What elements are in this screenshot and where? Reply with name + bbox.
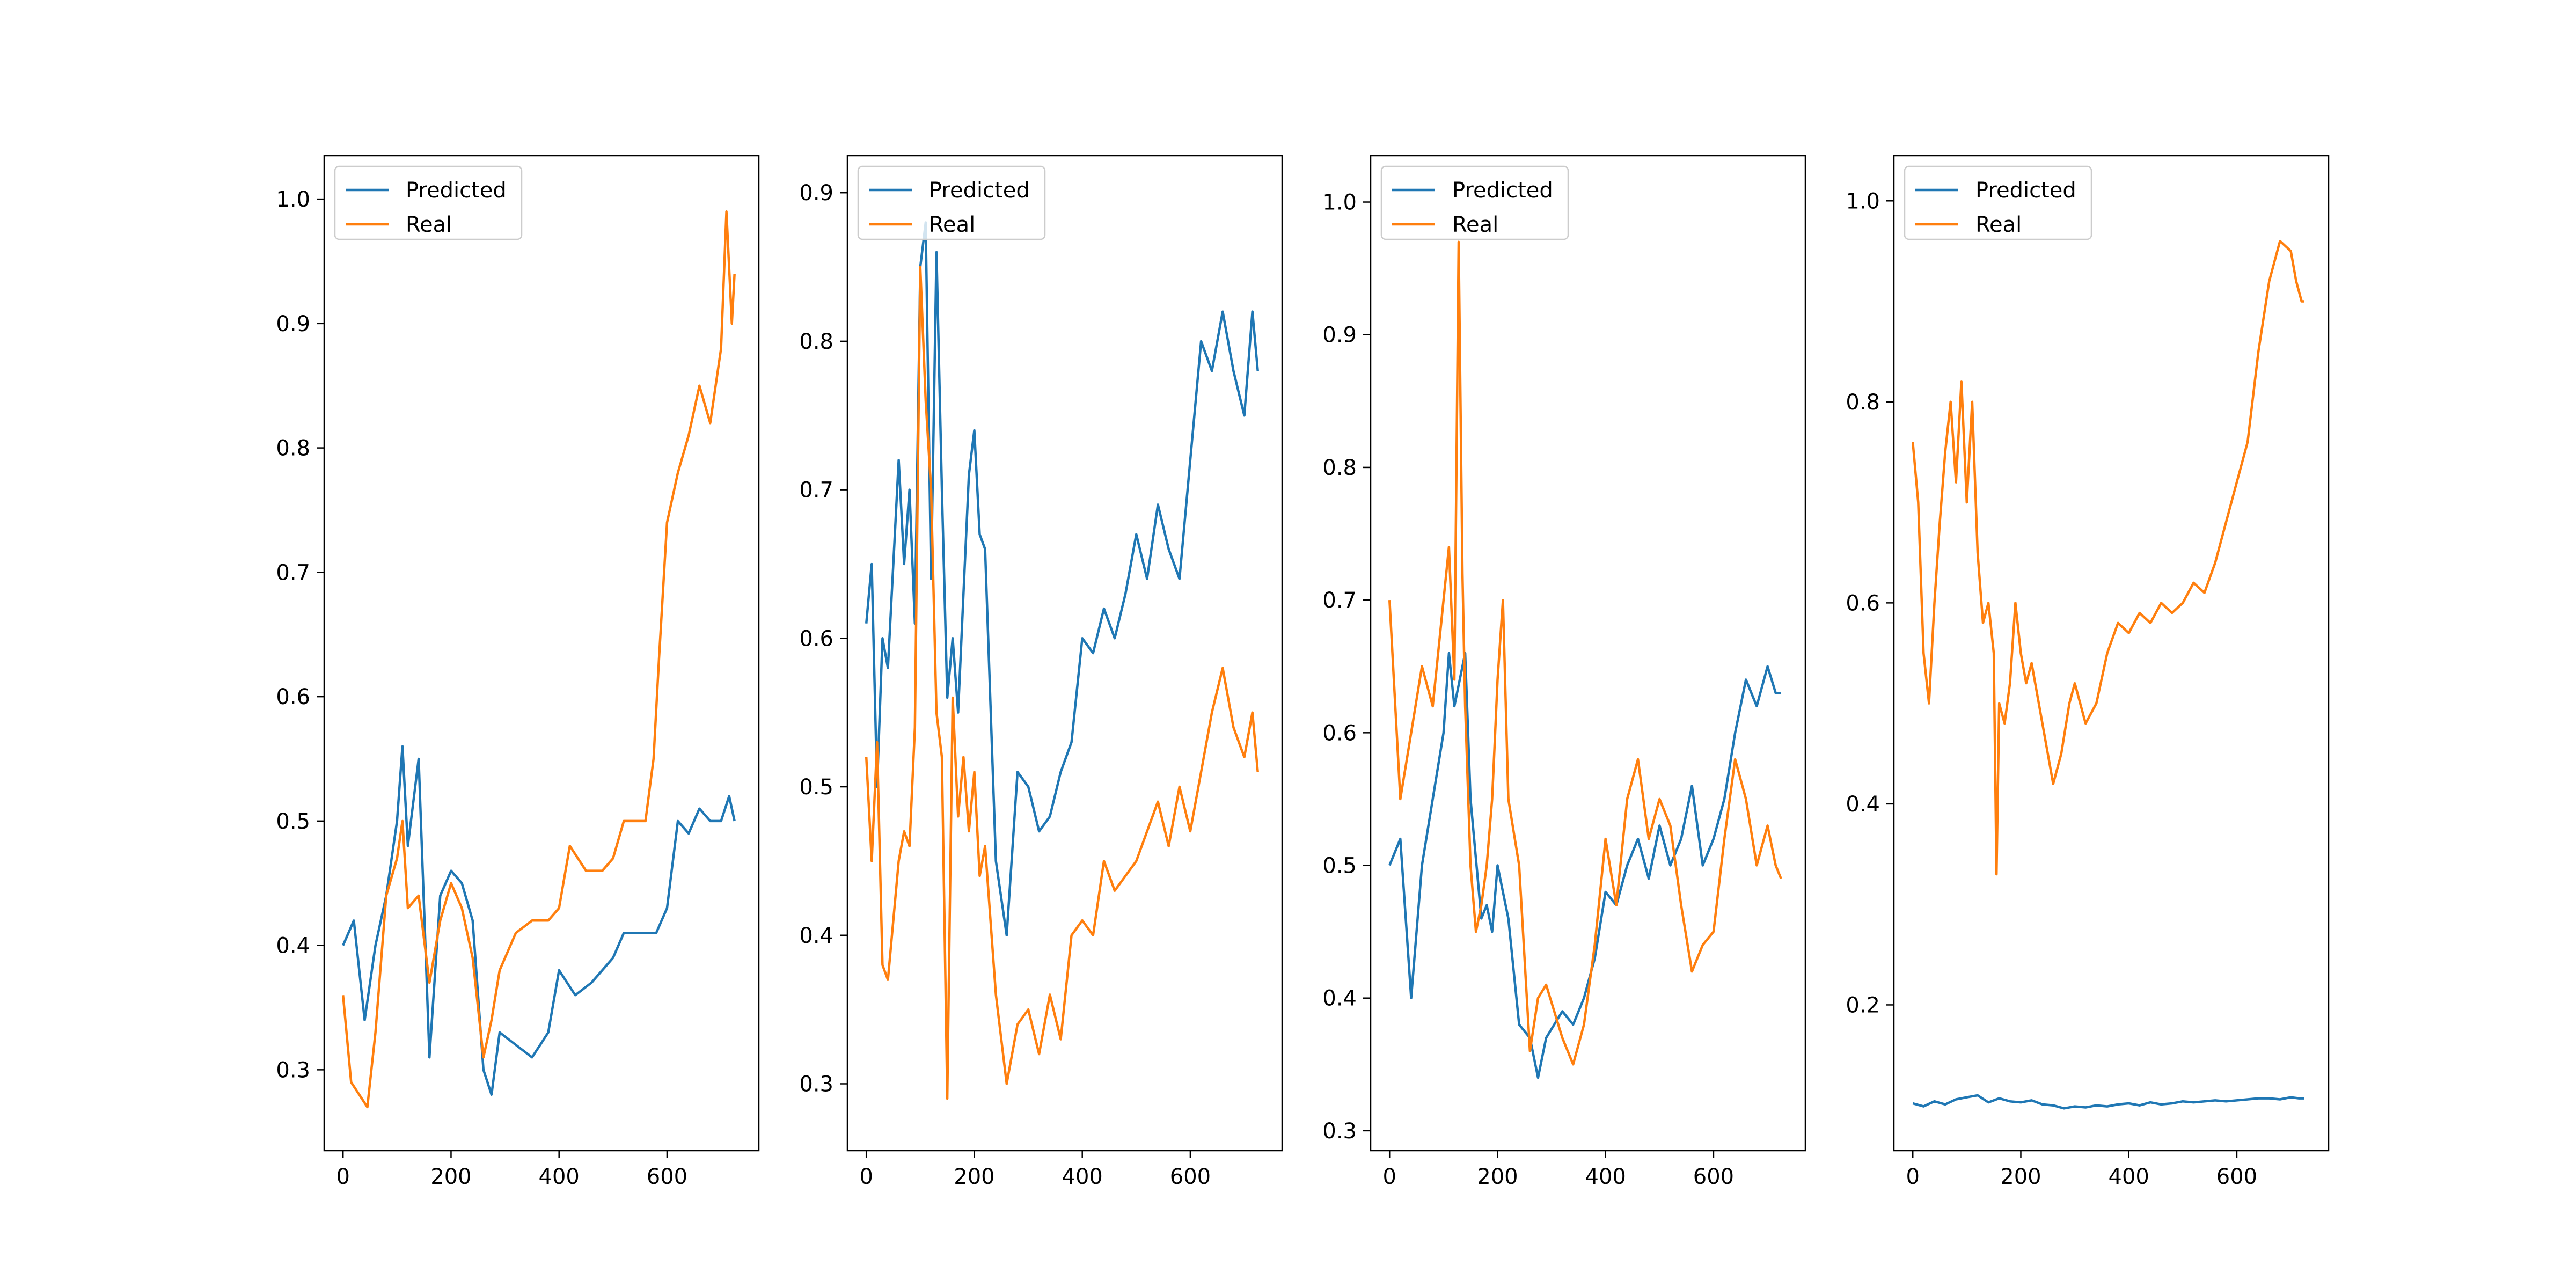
y-tick-label: 1.0 xyxy=(1846,189,1880,214)
y-tick-label: 0.8 xyxy=(1322,456,1357,480)
legend-box xyxy=(334,165,523,240)
y-tick-label: 0.6 xyxy=(799,626,833,651)
x-tick-label: 200 xyxy=(954,1165,994,1189)
y-tick-label: 0.6 xyxy=(1846,591,1880,616)
x-tick-label: 400 xyxy=(2109,1165,2149,1189)
axes-frame xyxy=(846,155,1283,1152)
y-tick-label: 0.6 xyxy=(1322,721,1357,745)
legend-label-predicted: Predicted xyxy=(1975,178,2076,203)
x-tick-label: 200 xyxy=(2000,1165,2041,1189)
legend-label-predicted: Predicted xyxy=(929,178,1030,203)
series-line-real xyxy=(1388,240,1782,1066)
y-tick-label: 0.8 xyxy=(1846,390,1880,415)
x-tick-label: 200 xyxy=(430,1165,471,1189)
x-tick-label: 400 xyxy=(1585,1165,1626,1189)
legend: Predicted Real xyxy=(1904,165,2092,240)
x-tick-label: 400 xyxy=(539,1165,580,1189)
y-tick-label: 0.5 xyxy=(1322,854,1357,879)
series-line-predicted xyxy=(342,745,736,1096)
y-tick-label: 0.4 xyxy=(1846,792,1880,817)
y-tick-label: 1.0 xyxy=(1322,191,1357,215)
series-line-real xyxy=(865,266,1259,1100)
y-tick-label: 0.9 xyxy=(799,181,833,206)
y-tick-label: 0.9 xyxy=(276,312,310,336)
subplot-1: 0 200 400 600 0.3 0.4 0.5 0.6 0.7 0.8 0.9 1.0 Predic… xyxy=(276,155,760,1189)
y-tick-label: 0.6 xyxy=(276,685,310,709)
y-tick-label: 0.4 xyxy=(1322,986,1357,1011)
x-tick-label: 400 xyxy=(1062,1165,1103,1189)
legend-label-real: Real xyxy=(1975,213,2022,237)
y-tick-label: 0.8 xyxy=(276,436,310,461)
y-tick-label: 0.7 xyxy=(799,478,833,503)
y-tick-label: 0.9 xyxy=(1322,323,1357,348)
series-line-real xyxy=(341,210,736,1109)
x-tick-label: 0 xyxy=(1906,1165,1919,1189)
series-line-predicted xyxy=(865,221,1259,937)
y-tick-label: 0.3 xyxy=(799,1072,833,1096)
y-tick-label: 0.4 xyxy=(276,934,310,958)
x-tick-label: 0 xyxy=(859,1165,873,1189)
y-tick-label: 0.8 xyxy=(799,330,833,354)
legend-label-real: Real xyxy=(1452,213,1498,237)
x-tick-label: 600 xyxy=(647,1165,687,1189)
subplot-3: 0 200 400 600 0.3 0.4 0.5 0.6 0.7 0.8 0.9 1.0 Predic… xyxy=(1322,155,1806,1189)
x-tick-label: 600 xyxy=(1693,1165,1734,1189)
legend: Predicted Real xyxy=(1380,165,1569,240)
legend-box xyxy=(1904,165,2092,240)
y-tick-label: 0.3 xyxy=(276,1058,310,1082)
legend-box xyxy=(857,165,1046,240)
legend-label-real: Real xyxy=(406,213,452,237)
y-tick-label: 0.5 xyxy=(276,809,310,834)
legend-label-predicted: Predicted xyxy=(1452,178,1553,203)
y-tick-label: 0.7 xyxy=(1322,588,1357,613)
series-line-predicted xyxy=(1388,652,1781,1079)
series-line-predicted xyxy=(1912,1094,2304,1110)
legend-label-real: Real xyxy=(929,213,975,237)
y-tick-label: 0.5 xyxy=(799,775,833,800)
x-tick-label: 200 xyxy=(1477,1165,1518,1189)
legend-label-predicted: Predicted xyxy=(406,178,507,203)
x-tick-label: 0 xyxy=(336,1165,349,1189)
legend-box xyxy=(1380,165,1569,240)
y-tick-label: 0.2 xyxy=(1846,993,1880,1018)
y-tick-label: 0.3 xyxy=(1322,1119,1357,1144)
series-line-real xyxy=(1911,239,2304,876)
axes-frame xyxy=(323,155,760,1152)
x-tick-label: 0 xyxy=(1382,1165,1396,1189)
y-tick-label: 0.4 xyxy=(799,924,833,948)
axes-frame xyxy=(1370,155,1806,1152)
axes-frame xyxy=(1893,155,2330,1152)
y-tick-label: 0.7 xyxy=(276,560,310,585)
x-tick-label: 600 xyxy=(1170,1165,1211,1189)
y-tick-label: 1.0 xyxy=(276,187,310,212)
subplot-2: 0 200 400 600 0.3 0.4 0.5 0.6 0.7 0.8 0.9 Predicted… xyxy=(799,155,1283,1189)
legend: Predicted Real xyxy=(857,165,1046,240)
subplot-4: 0 200 400 600 0.2 0.4 0.6 0.8 1.0 Predicted Real xyxy=(1846,155,2330,1189)
x-tick-label: 600 xyxy=(2216,1165,2257,1189)
legend: Predicted Real xyxy=(334,165,523,240)
